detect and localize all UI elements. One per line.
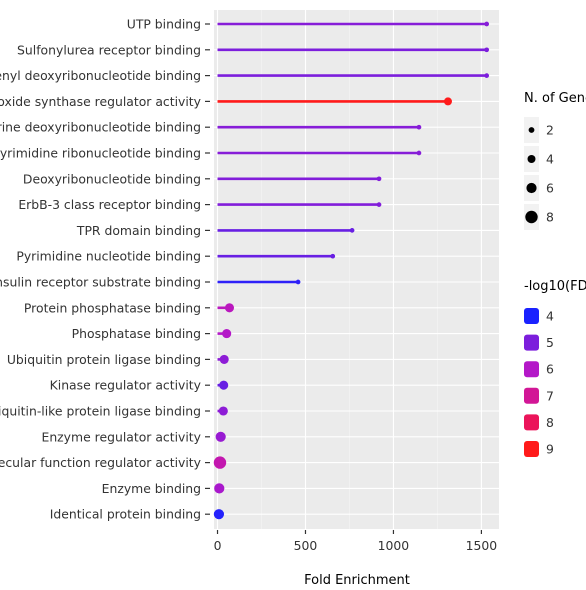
y-tick-label: Ubiquitin-like protein ligase binding [0, 404, 201, 419]
lollipop-dot [484, 47, 490, 53]
y-tick-label: Nitric-oxide synthase regulator activity [0, 94, 201, 109]
legend-color-key [524, 414, 539, 431]
x-axis: 0 500 1000 1500 [214, 530, 498, 553]
lollipop-dot [484, 21, 490, 27]
y-tick-label: Enzyme regulator activity [42, 429, 202, 444]
x-tick-label: 500 [294, 538, 318, 553]
legend-size-label: 6 [546, 181, 554, 196]
lollipop-dot [484, 73, 490, 78]
legend-color-title: -log10(FDR) [524, 279, 586, 294]
legend-color-key [524, 387, 539, 404]
legend-color-key [524, 334, 539, 351]
lollipop-dot [213, 509, 225, 520]
legend-size-dot [526, 182, 537, 194]
y-tick-label: Kinase regulator activity [50, 378, 201, 393]
lollipop-dot [215, 431, 226, 442]
y-tick-label: UTP binding [127, 17, 201, 32]
y-tick-label: Purine deoxyribonucleotide binding [0, 120, 201, 135]
legend-color-key [524, 441, 539, 457]
lollipop-dot [295, 279, 301, 285]
lollipop-dot [376, 176, 382, 182]
lollipop-dot [330, 253, 336, 259]
lollipop-dot [443, 97, 452, 106]
lollipop-dot [416, 124, 422, 130]
legend-size-title: N. of Genes [524, 91, 586, 106]
lollipop-dot [349, 228, 355, 233]
legend-n-genes: N. of Genes 2 4 6 8 [524, 91, 586, 230]
legend-color-key [524, 308, 539, 324]
lollipop-dot [416, 150, 422, 156]
x-tick-label: 1000 [378, 538, 410, 553]
legend-size-dot [528, 127, 535, 133]
lollipop-dot [218, 406, 228, 416]
lollipop-dot [222, 329, 232, 339]
x-axis-title: Fold Enrichment [304, 573, 410, 588]
legend-color-key [524, 361, 539, 378]
y-axis-labels: UTP binding Sulfonylurea receptor binding… [0, 17, 210, 522]
legend-color-label: 6 [546, 362, 554, 377]
y-tick-label: TPR domain binding [76, 223, 201, 238]
y-tick-label: Sulfonylurea receptor binding [17, 42, 201, 57]
legend-color-label: 4 [546, 309, 554, 324]
y-tick-label: Identical protein binding [50, 507, 201, 522]
legend-size-dot [525, 210, 538, 224]
legend-color-label: 9 [546, 442, 554, 457]
x-tick-label: 0 [214, 538, 222, 553]
y-tick-label: Enzyme binding [102, 481, 201, 496]
lollipop-dot [219, 354, 229, 364]
y-tick-label: Pyrimidine ribonucleotide binding [0, 146, 201, 161]
y-tick-label: Ubiquitin protein ligase binding [7, 352, 201, 367]
lollipop-dot [213, 456, 227, 469]
y-tick-label: Insulin receptor substrate binding [0, 275, 201, 290]
y-tick-label: ErbB-3 class receptor binding [18, 197, 201, 212]
legend-fdr: -log10(FDR) 4 5 6 7 8 9 [524, 279, 586, 457]
legend-color-label: 8 [546, 415, 554, 430]
legend-color-label: 7 [546, 388, 554, 403]
y-tick-label: Protein phosphatase binding [24, 300, 201, 315]
plot-panel [214, 10, 499, 529]
y-tick-label: Phosphatase binding [72, 326, 201, 341]
y-tick-label: Adenyl deoxyribonucleotide binding [0, 68, 201, 83]
lollipop-dot [214, 483, 225, 494]
x-tick-label: 1500 [466, 538, 498, 553]
legend-size-label: 2 [546, 123, 554, 138]
lollipop-dots [213, 21, 490, 520]
y-tick-label: Deoxyribonucleotide binding [23, 171, 201, 186]
legend-size-label: 8 [546, 210, 554, 225]
lollipop-dot [219, 380, 229, 390]
lollipop-dot [376, 202, 382, 207]
legend-size-dot [527, 155, 536, 163]
legend-color-label: 5 [546, 335, 554, 350]
y-tick-label: Molecular function regulator activity [0, 455, 201, 470]
y-tick-label: Pyrimidine nucleotide binding [16, 249, 201, 264]
legend-size-label: 4 [546, 152, 554, 167]
lollipop-dot [224, 303, 235, 313]
